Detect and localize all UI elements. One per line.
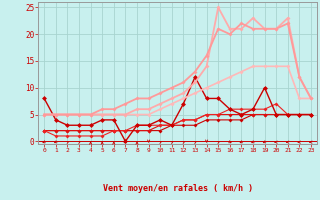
Text: Vent moyen/en rafales ( km/h ): Vent moyen/en rafales ( km/h ) <box>103 184 252 193</box>
